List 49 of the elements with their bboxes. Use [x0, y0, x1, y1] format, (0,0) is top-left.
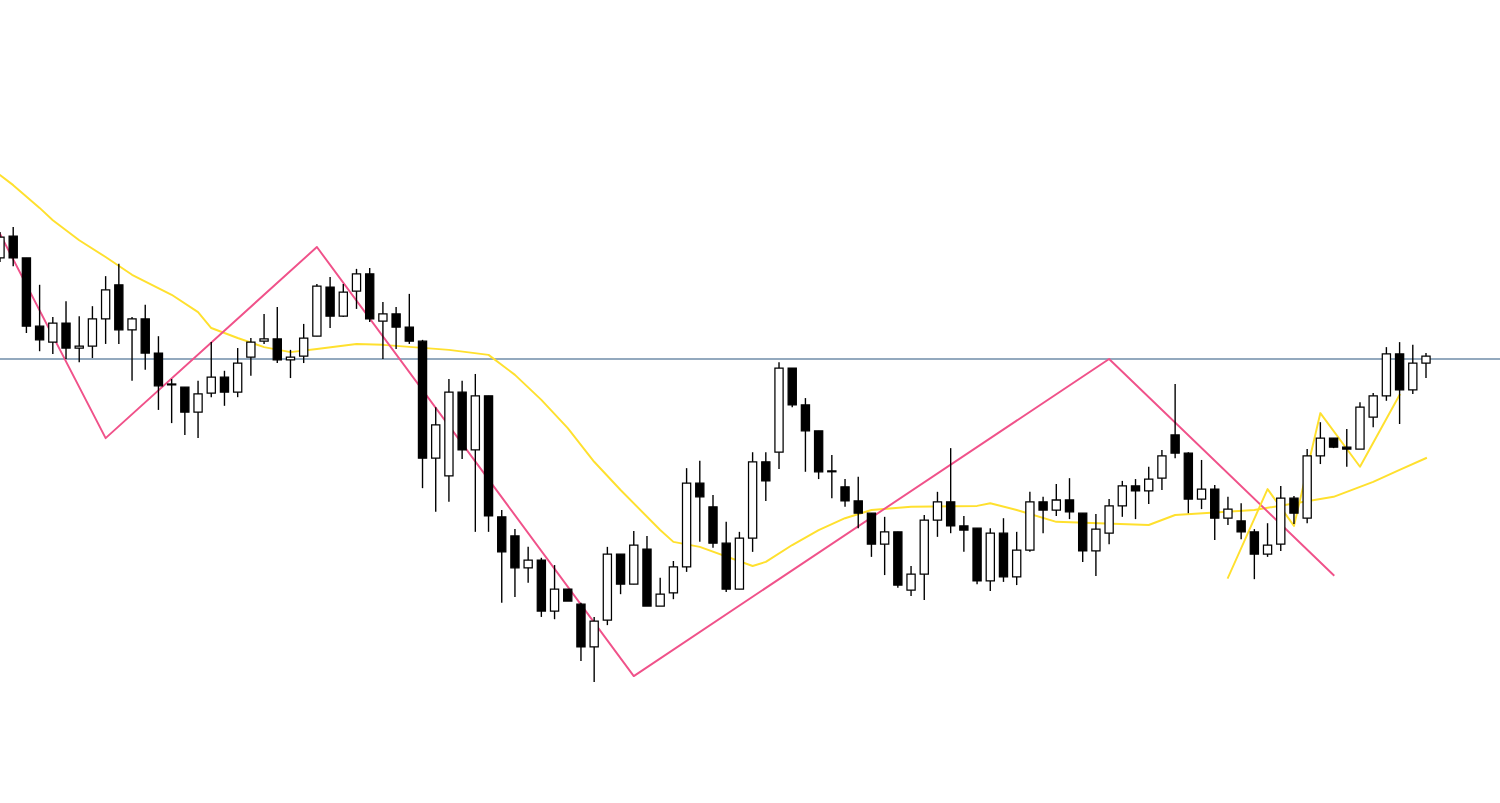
- candlestick: [853, 476, 863, 529]
- candlestick: [959, 515, 969, 553]
- candlestick: [1170, 383, 1180, 459]
- candlestick: [1262, 522, 1273, 558]
- candlestick: [166, 378, 177, 424]
- candlestick: [391, 306, 401, 350]
- candlestick: [127, 316, 137, 382]
- candlestick: [761, 451, 771, 502]
- candlestick: [378, 301, 388, 360]
- candlestick: [1342, 428, 1352, 468]
- candlestick: [219, 370, 230, 407]
- candlestick: [34, 284, 45, 352]
- candlestick: [285, 349, 296, 379]
- candlestick: [1223, 496, 1233, 526]
- candlestick: [879, 516, 890, 576]
- candlestick: [1421, 352, 1431, 379]
- candlestick: [1130, 478, 1141, 520]
- candlestick: [351, 268, 362, 310]
- candlestick: [1064, 477, 1075, 520]
- candlestick: [1368, 392, 1378, 428]
- candlestick: [1144, 466, 1154, 505]
- candlestick: [259, 313, 269, 345]
- candlestick: [1038, 496, 1048, 534]
- candlestick: [1117, 480, 1128, 518]
- candlestick: [74, 315, 84, 363]
- candlestick: [298, 323, 309, 364]
- candlestick: [906, 565, 916, 597]
- candlestick: [1196, 459, 1207, 510]
- candlestick: [272, 306, 282, 364]
- candlestick: [206, 341, 216, 398]
- candlestick: [827, 454, 837, 499]
- candlestick: [1091, 513, 1101, 577]
- candlestick: [8, 226, 18, 267]
- candlestick: [1051, 483, 1062, 517]
- candlestick: [1315, 421, 1326, 465]
- candlestick: [523, 546, 533, 584]
- candlestick: [549, 564, 560, 620]
- candlestick: [1157, 449, 1167, 491]
- candlestick: [655, 577, 665, 607]
- candlestick: [1249, 528, 1260, 580]
- candlestick: [1236, 502, 1246, 540]
- candlestick: [695, 460, 705, 543]
- candlestick: [193, 380, 203, 439]
- candlestick: [404, 293, 415, 345]
- candlestick: [932, 491, 943, 538]
- candlestick: [48, 316, 58, 355]
- candlestick: [840, 478, 850, 508]
- candlestick: [1289, 495, 1299, 525]
- candlestick: [246, 337, 256, 377]
